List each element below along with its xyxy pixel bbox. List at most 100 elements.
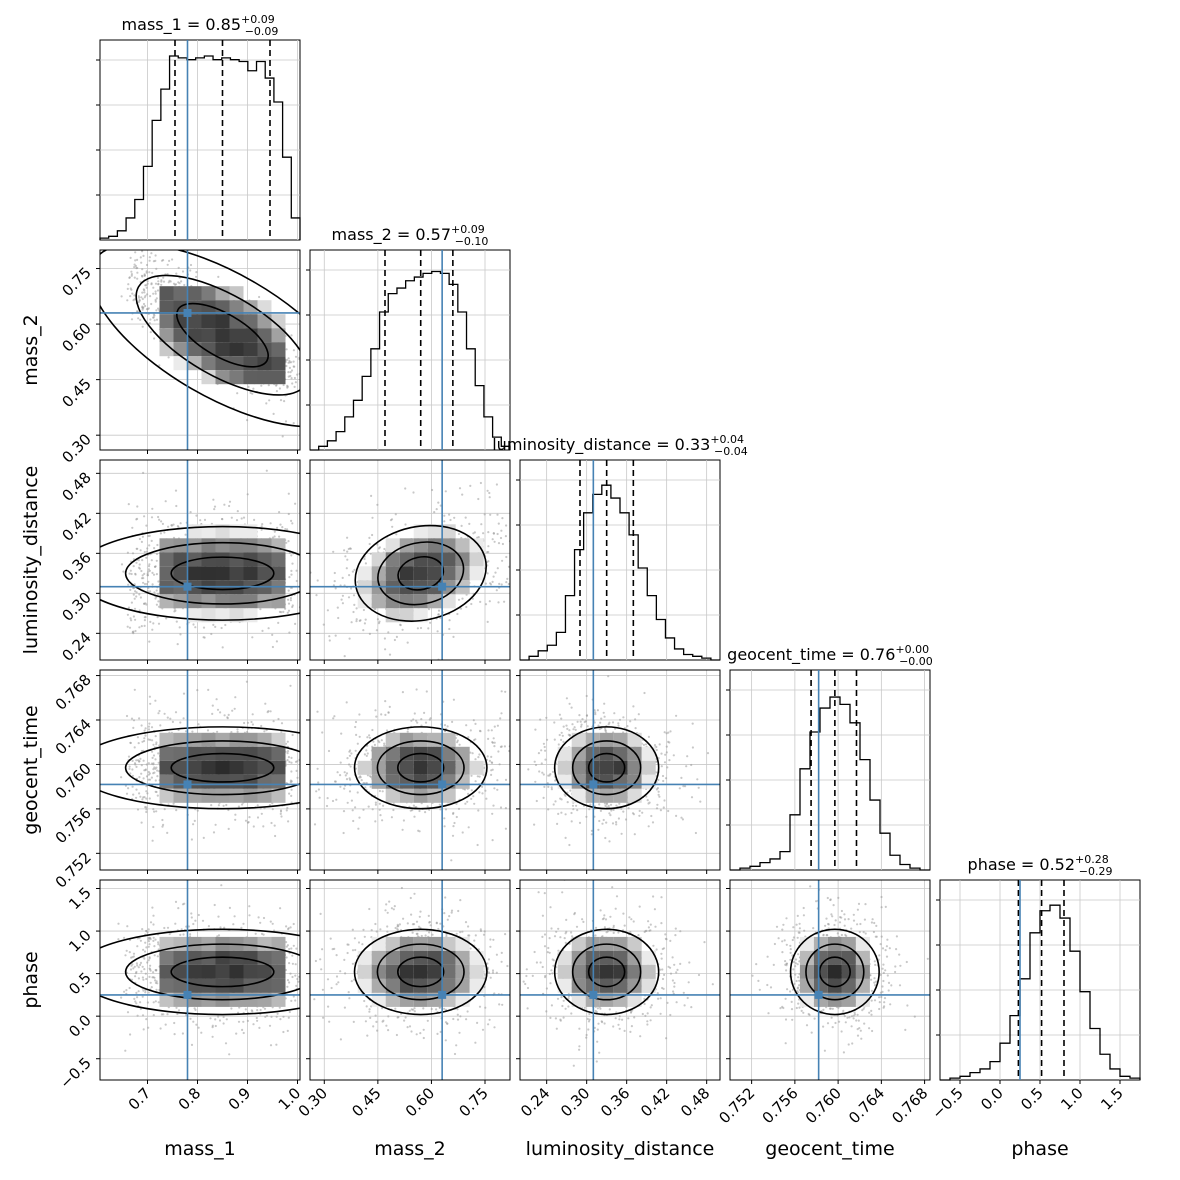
density-cell xyxy=(357,594,372,609)
scatter-point xyxy=(629,720,632,723)
scatter-point xyxy=(554,779,557,782)
scatter-point xyxy=(120,295,123,298)
scatter-point xyxy=(565,697,569,700)
scatter-point xyxy=(245,680,248,683)
hist-panel-luminosity_distance: luminosity_distance = 0.33+0.04 −0.04 xyxy=(492,433,748,661)
scatter-point xyxy=(481,792,484,795)
scatter-point xyxy=(427,627,430,630)
density-cell xyxy=(187,788,202,803)
scatter-point xyxy=(341,602,344,605)
scatter-point xyxy=(127,787,130,790)
scatter-point xyxy=(444,808,448,811)
scatter-point xyxy=(383,744,386,747)
hist-panel-phase: phase = 0.52+0.28 −0.29 xyxy=(936,853,1141,1081)
scatter-point xyxy=(615,821,618,824)
scatter-point xyxy=(452,825,455,828)
scatter-point xyxy=(250,663,252,665)
scatter-point xyxy=(453,516,456,519)
density-cell xyxy=(613,760,628,775)
panel-title-geocent_time: geocent_time = 0.76+0.00 −0.00 xyxy=(727,643,933,668)
scatter-point xyxy=(289,374,292,378)
scatter-point xyxy=(146,547,149,550)
scatter-point xyxy=(306,361,308,363)
scatter-point xyxy=(143,729,146,732)
scatter-point xyxy=(265,469,268,472)
scatter-point xyxy=(164,500,167,503)
scatter-point xyxy=(174,664,176,666)
density-cell xyxy=(215,538,230,553)
density-cell xyxy=(201,300,216,315)
scatter-point xyxy=(150,252,153,255)
scatter-point xyxy=(148,563,151,566)
scatter-point xyxy=(132,246,134,248)
scatter-point xyxy=(132,565,135,568)
scatter-point xyxy=(467,826,470,829)
density-cell xyxy=(257,300,272,315)
truth-marker xyxy=(438,780,447,789)
scatter-point xyxy=(234,696,237,699)
scatter-point xyxy=(415,719,418,722)
density-cell xyxy=(215,566,230,581)
scatter-point xyxy=(483,513,486,516)
panel-mass_1-vs-luminosity_distance: 0.240.300.360.420.48 xyxy=(58,459,306,666)
scatter-point xyxy=(478,791,481,794)
scatter-point xyxy=(258,295,261,299)
scatter-point xyxy=(333,580,336,583)
density-cell xyxy=(187,356,202,371)
scatter-point xyxy=(610,809,613,812)
scatter-point xyxy=(527,768,530,771)
scatter-point xyxy=(132,719,136,722)
scatter-point xyxy=(345,567,348,570)
scatter-point xyxy=(600,717,603,720)
scatter-point xyxy=(163,808,166,811)
scatter-point xyxy=(380,739,383,742)
scatter-point xyxy=(373,743,376,747)
scatter-point xyxy=(227,827,230,831)
density-cell xyxy=(257,328,272,343)
scatter-point xyxy=(507,565,510,568)
scatter-point xyxy=(533,823,536,826)
scatter-point xyxy=(147,728,151,731)
scatter-point xyxy=(130,978,134,981)
scatter-point xyxy=(383,742,386,745)
scatter-point xyxy=(385,729,389,732)
density-cell xyxy=(229,300,244,315)
scatter-point xyxy=(285,348,288,351)
scatter-point xyxy=(472,719,475,722)
scatter-point xyxy=(304,534,306,536)
scatter-point xyxy=(570,706,573,709)
scatter-point xyxy=(487,545,490,548)
scatter-point xyxy=(550,786,553,789)
scatter-point xyxy=(290,519,293,523)
scatter-point xyxy=(263,730,266,733)
scatter-point xyxy=(363,622,366,625)
scatter-point xyxy=(451,834,455,837)
scatter-point xyxy=(378,741,381,744)
density-cell xyxy=(469,538,484,553)
scatter-point xyxy=(152,754,156,757)
scatter-point xyxy=(147,534,150,538)
scatter-point xyxy=(364,618,367,621)
hist-step-luminosity_distance xyxy=(520,484,720,661)
scatter-point xyxy=(169,717,172,720)
scatter-point xyxy=(154,790,157,793)
panel-content xyxy=(520,670,720,870)
scatter-point xyxy=(367,805,370,808)
density-cell xyxy=(159,286,174,301)
scatter-point xyxy=(139,757,142,761)
scatter-point xyxy=(349,547,352,550)
density-cell xyxy=(201,760,216,775)
y-tick-label: 0.24 xyxy=(58,628,94,664)
scatter-point xyxy=(348,754,351,757)
scatter-point xyxy=(500,712,503,715)
density-cell xyxy=(257,760,272,775)
scatter-point xyxy=(644,743,648,746)
scatter-point xyxy=(499,745,502,749)
scatter-point xyxy=(443,825,446,828)
scatter-point xyxy=(608,721,611,724)
scatter-point xyxy=(622,716,625,719)
scatter-point xyxy=(696,778,699,781)
scatter-point xyxy=(154,282,158,285)
scatter-point xyxy=(511,532,513,534)
scatter-point xyxy=(544,758,547,761)
